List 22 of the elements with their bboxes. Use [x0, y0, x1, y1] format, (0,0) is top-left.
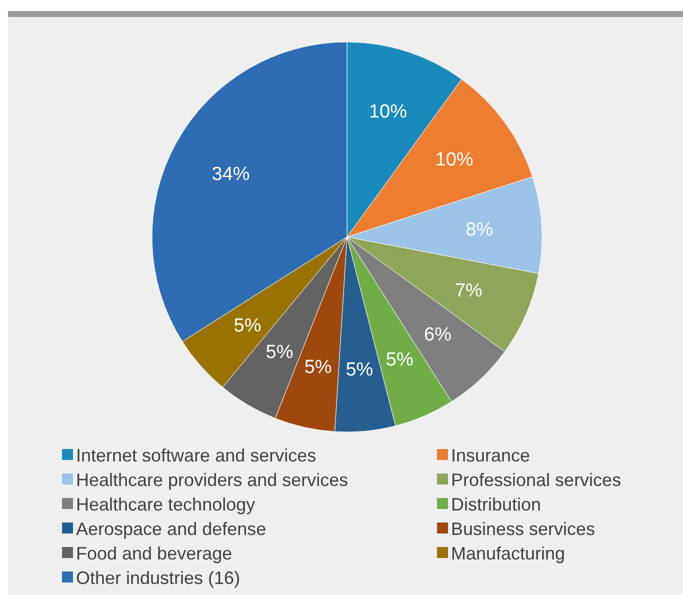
legend-label: Manufacturing: [451, 543, 566, 564]
data-label: 8%: [466, 219, 494, 240]
legend-label: Other industries (16): [76, 568, 240, 588]
data-label: 5%: [266, 342, 294, 363]
data-label: 6%: [424, 324, 452, 346]
data-label: 10%: [368, 102, 408, 123]
data-label: 34%: [212, 164, 250, 185]
legend-label: Food and beverage: [76, 543, 232, 564]
data-label: 5%: [346, 360, 374, 381]
data-label: 10%: [435, 150, 474, 171]
legend-label: Aerospace and defense: [76, 518, 266, 539]
legend-label: Distribution: [451, 494, 542, 514]
data-label: 5%: [304, 357, 332, 378]
legend-label: Healthcare providers and services: [76, 470, 348, 490]
legend-label: Business services: [451, 518, 596, 539]
data-label: 5%: [386, 349, 414, 370]
data-label: 7%: [454, 280, 483, 302]
legend-label: Insurance: [451, 445, 530, 466]
legend-label: Internet software and services: [76, 445, 316, 466]
legend-label: Healthcare technology: [76, 494, 256, 514]
data-label: 5%: [234, 315, 262, 336]
legend-label: Professional services: [451, 470, 622, 490]
